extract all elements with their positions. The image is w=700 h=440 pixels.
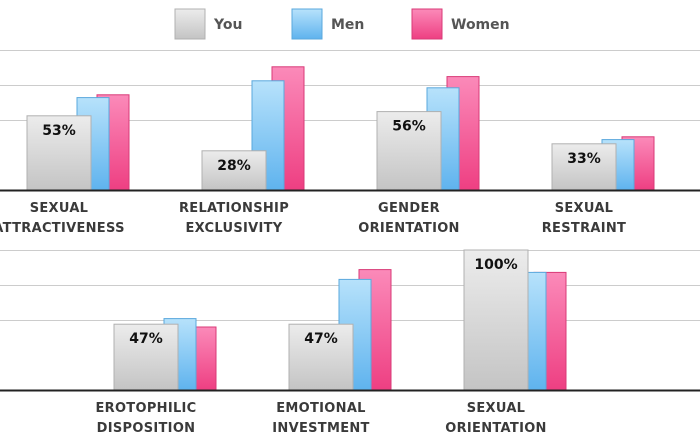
you-value-label: 56% [392,119,426,135]
bar-group: 56% [376,76,480,191]
category-label: EMOTIONAL [276,401,366,416]
category-label: RELATIONSHIP [179,201,289,216]
legend: You Men Women [174,8,510,40]
category-label: GENDER [378,201,440,216]
category-label: SEXUAL [555,201,614,216]
legend-label-you: You [213,17,242,33]
you-value-label: 47% [304,331,338,347]
bar-you [376,111,442,191]
bar-group: 47% [113,318,217,391]
bar-you [288,323,354,391]
bar-you [463,249,529,391]
bar-you [113,323,179,391]
chart-panels: 53% SEXUAL ATTRACTIVENESS 28% RELATIONSHIP EX… [0,50,700,436]
bar-group: 100% [463,249,567,391]
chart-panel-1: 53% SEXUAL ATTRACTIVENESS 28% RELATIONSHIP EX… [0,50,700,236]
bar-you [551,143,617,191]
you-value-label: 47% [129,331,163,347]
category-label: RESTRAINT [542,221,626,236]
bar-group: 47% [288,269,392,391]
bar-group: 53% [26,94,130,191]
bar-group: 28% [201,66,305,191]
category-label: EROTOPHILIC [95,401,196,416]
category-label: INVESTMENT [272,421,369,436]
legend-label-women: Women [451,17,510,33]
legend-swatch-you [174,8,206,40]
category-label: ATTRACTIVENESS [0,221,125,236]
category-label: SEXUAL [30,201,89,216]
bar-you [26,115,92,191]
category-label: SEXUAL [467,401,526,416]
category-label: ORIENTATION [358,221,460,236]
bar-group: 33% [551,136,655,191]
category-label: DISPOSITION [97,421,196,436]
legend-swatch-men [291,8,323,40]
you-value-label: 33% [567,151,601,167]
legend-label-men: Men [331,17,364,33]
chart-panel-2: 47% EROTOPHILIC DISPOSITION 47% EMOTIONAL INV… [0,249,700,436]
category-label: ORIENTATION [445,421,547,436]
category-label: EXCLUSIVITY [185,221,282,236]
you-value-label: 53% [42,123,76,139]
you-value-label: 100% [474,257,517,273]
you-value-label: 28% [217,158,251,174]
legend-swatch-women [411,8,443,40]
